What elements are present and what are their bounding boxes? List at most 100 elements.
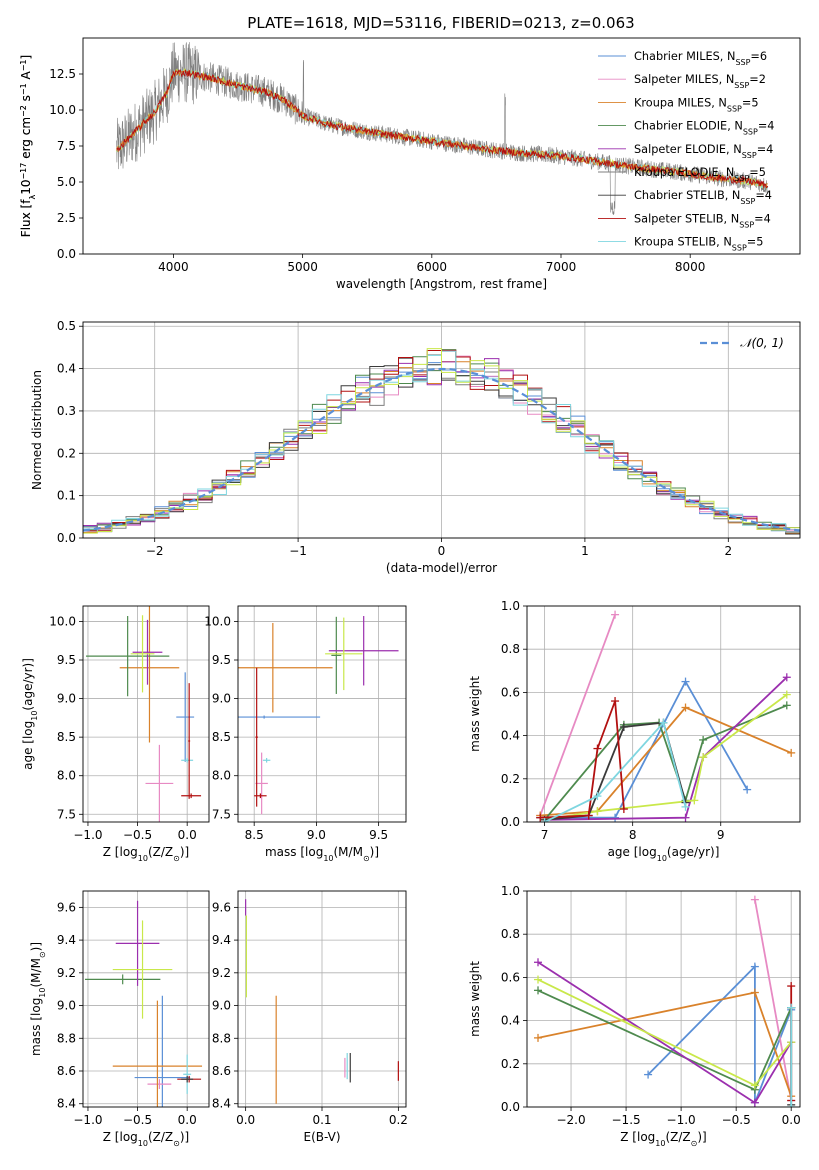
legend-entry: Chabrier STELIB, NSSP=4 — [634, 189, 772, 206]
weight-series — [540, 718, 690, 822]
legend-suffix: =4 — [758, 120, 775, 133]
x-axis-label-part: ⊙ — [363, 854, 370, 863]
x-tick-label: −1 — [289, 544, 307, 558]
y-tick-label: 8.6 — [212, 1064, 231, 1078]
y-tick-label: 9.5 — [212, 653, 231, 667]
y-tick-label: 9.4 — [57, 933, 76, 947]
x-axis-label: mass [log10(M/M⊙)] — [265, 845, 379, 863]
y-axis-label-part: −1 — [19, 59, 28, 71]
x-axis-label-part: 10 — [655, 1139, 665, 1148]
legend-name: Salpeter MILES, N — [634, 73, 734, 86]
x-tick-label: 7000 — [546, 260, 577, 274]
y-axis-label-part: (M/M — [29, 958, 43, 987]
axes-mass_vs_Z: −1.0 −0.5 0.08.48.68.89.09.29.49.6Z [log10… — [29, 890, 210, 1148]
x-axis-label: (data-model)/error — [386, 561, 497, 575]
y-tick-label: 8.6 — [57, 1064, 76, 1078]
x-axis-label-part: ⊙ — [173, 1139, 180, 1148]
error-bar-point — [238, 715, 321, 719]
y-axis-label-part: ] — [19, 55, 33, 60]
gaussian-curve — [83, 367, 800, 532]
x-axis-label-part: age [log — [608, 845, 657, 859]
y-tick-label: 9.4 — [212, 933, 231, 947]
x-axis-label-part: (age/yr)] — [667, 845, 719, 859]
y-axis-label: age [log10(age/yr)] — [21, 658, 39, 770]
y-axis-label-part: s — [19, 95, 33, 105]
y-tick-label: 10.0 — [49, 614, 76, 628]
x-tick-label: 0.2 — [389, 1113, 408, 1127]
x-axis-label-part: ⊙ — [691, 1139, 698, 1148]
weight-line — [539, 614, 616, 816]
y-axis-label-part: λ — [28, 195, 37, 200]
legend-suffix: =4 — [754, 212, 771, 225]
plot-area-weight_vs_Z — [534, 895, 796, 1107]
error-bar-point — [115, 900, 160, 986]
y-axis-label-part: 10 — [30, 711, 39, 721]
x-tick-label: 0.0 — [236, 1113, 255, 1127]
x-axis-label-part: 10 — [657, 854, 667, 863]
axes-age_vs_Z: −1.0 −0.5 0.07.58.08.59.09.510.0Z [log10(Z… — [21, 605, 210, 863]
ticks-weight_vs_Z: −2.0 −1.5 −1.0 −0.5 0.0 0.0 0.2 0.4 0.6 0.8 1.0 — [501, 884, 801, 1127]
y-axis-label-part: mass [log — [29, 998, 43, 1056]
y-tick-label: 0.0 — [57, 247, 76, 261]
x-axis-label-part: Z [log — [103, 845, 138, 859]
axes-weight_vs_age: 7 8 9 0.0 0.2 0.4 0.6 0.8 1.0 age [log10(age/yr)]… — [468, 599, 801, 863]
y-axis-label-part: age [log — [21, 721, 35, 770]
y-axis-label: mass weight — [468, 676, 482, 752]
y-tick-label: 0.3 — [57, 404, 76, 418]
axes-frame — [237, 890, 407, 1108]
x-axis-label-part: Z [log — [103, 1130, 138, 1144]
axes-frame — [82, 37, 801, 255]
x-tick-label: 9.0 — [307, 828, 326, 842]
error-bar-point — [262, 757, 271, 763]
y-tick-label: 9.2 — [57, 966, 76, 980]
legend-name: Salpeter ELODIE, N — [634, 143, 742, 156]
x-tick-label: 0.1 — [312, 1113, 331, 1127]
y-tick-label: 10.0 — [49, 103, 76, 117]
y-axis-label: mass weight — [468, 961, 482, 1037]
axes-frame — [526, 605, 801, 823]
y-tick-label: 5.0 — [57, 175, 76, 189]
y-tick-label: 1.0 — [501, 599, 520, 613]
axes-frame — [237, 605, 407, 823]
legend-entry: Kroupa ELODIE, NSSP=5 — [634, 166, 766, 183]
x-axis-label-part: (Z/Z — [148, 1130, 173, 1144]
error-bar-point — [134, 995, 191, 1107]
axes-frame — [82, 890, 210, 1108]
legend-sub: SSP — [734, 81, 749, 90]
legend-sub: SSP — [734, 174, 749, 183]
x-axis-label-part: 10 — [323, 854, 333, 863]
x-tick-label: 8 — [629, 828, 637, 842]
x-axis-label: wavelength [Angstrom, rest frame] — [336, 277, 547, 291]
x-tick-label: 9 — [717, 828, 725, 842]
y-tick-label: 8.0 — [57, 769, 76, 783]
x-tick-label: 1 — [581, 544, 589, 558]
plot-area-spectrum — [116, 42, 769, 215]
x-tick-label: 8.5 — [245, 828, 264, 842]
y-axis-label-part: 10 — [19, 180, 33, 195]
x-tick-label: 7 — [541, 828, 549, 842]
error-bar-point — [181, 1075, 194, 1083]
error-bar-point — [183, 1054, 192, 1094]
error-bar-point — [145, 744, 174, 822]
x-tick-label: 0.0 — [178, 1113, 197, 1127]
y-tick-label: 8.5 — [212, 730, 231, 744]
axes-mass_vs_ebv: 0.0 0.1 0.2 8.4 8.6 8.8 9.0 9.2 9.4 9.6 E(B-V) — [212, 890, 408, 1144]
legend-sub: SSP — [727, 104, 742, 113]
y-axis-label-part: −1 — [19, 83, 28, 95]
legend-entry: Chabrier ELODIE, NSSP=4 — [634, 120, 774, 137]
y-tick-label: 8.8 — [212, 1031, 231, 1045]
legend-name: Kroupa ELODIE, N — [634, 166, 734, 179]
plot-area-age_vs_mass — [238, 616, 399, 815]
error-bar-point — [85, 616, 170, 697]
weight-line — [543, 704, 788, 821]
legend-suffix: =4 — [755, 189, 772, 202]
legend-sub: SSP — [740, 197, 755, 206]
x-tick-label: 8000 — [675, 260, 706, 274]
y-tick-label: 9.5 — [57, 653, 76, 667]
error-bar-point — [147, 1079, 172, 1089]
y-tick-label: 0.4 — [501, 1014, 520, 1028]
x-axis-label: E(B-V) — [303, 1130, 340, 1144]
weight-line — [754, 899, 793, 1101]
